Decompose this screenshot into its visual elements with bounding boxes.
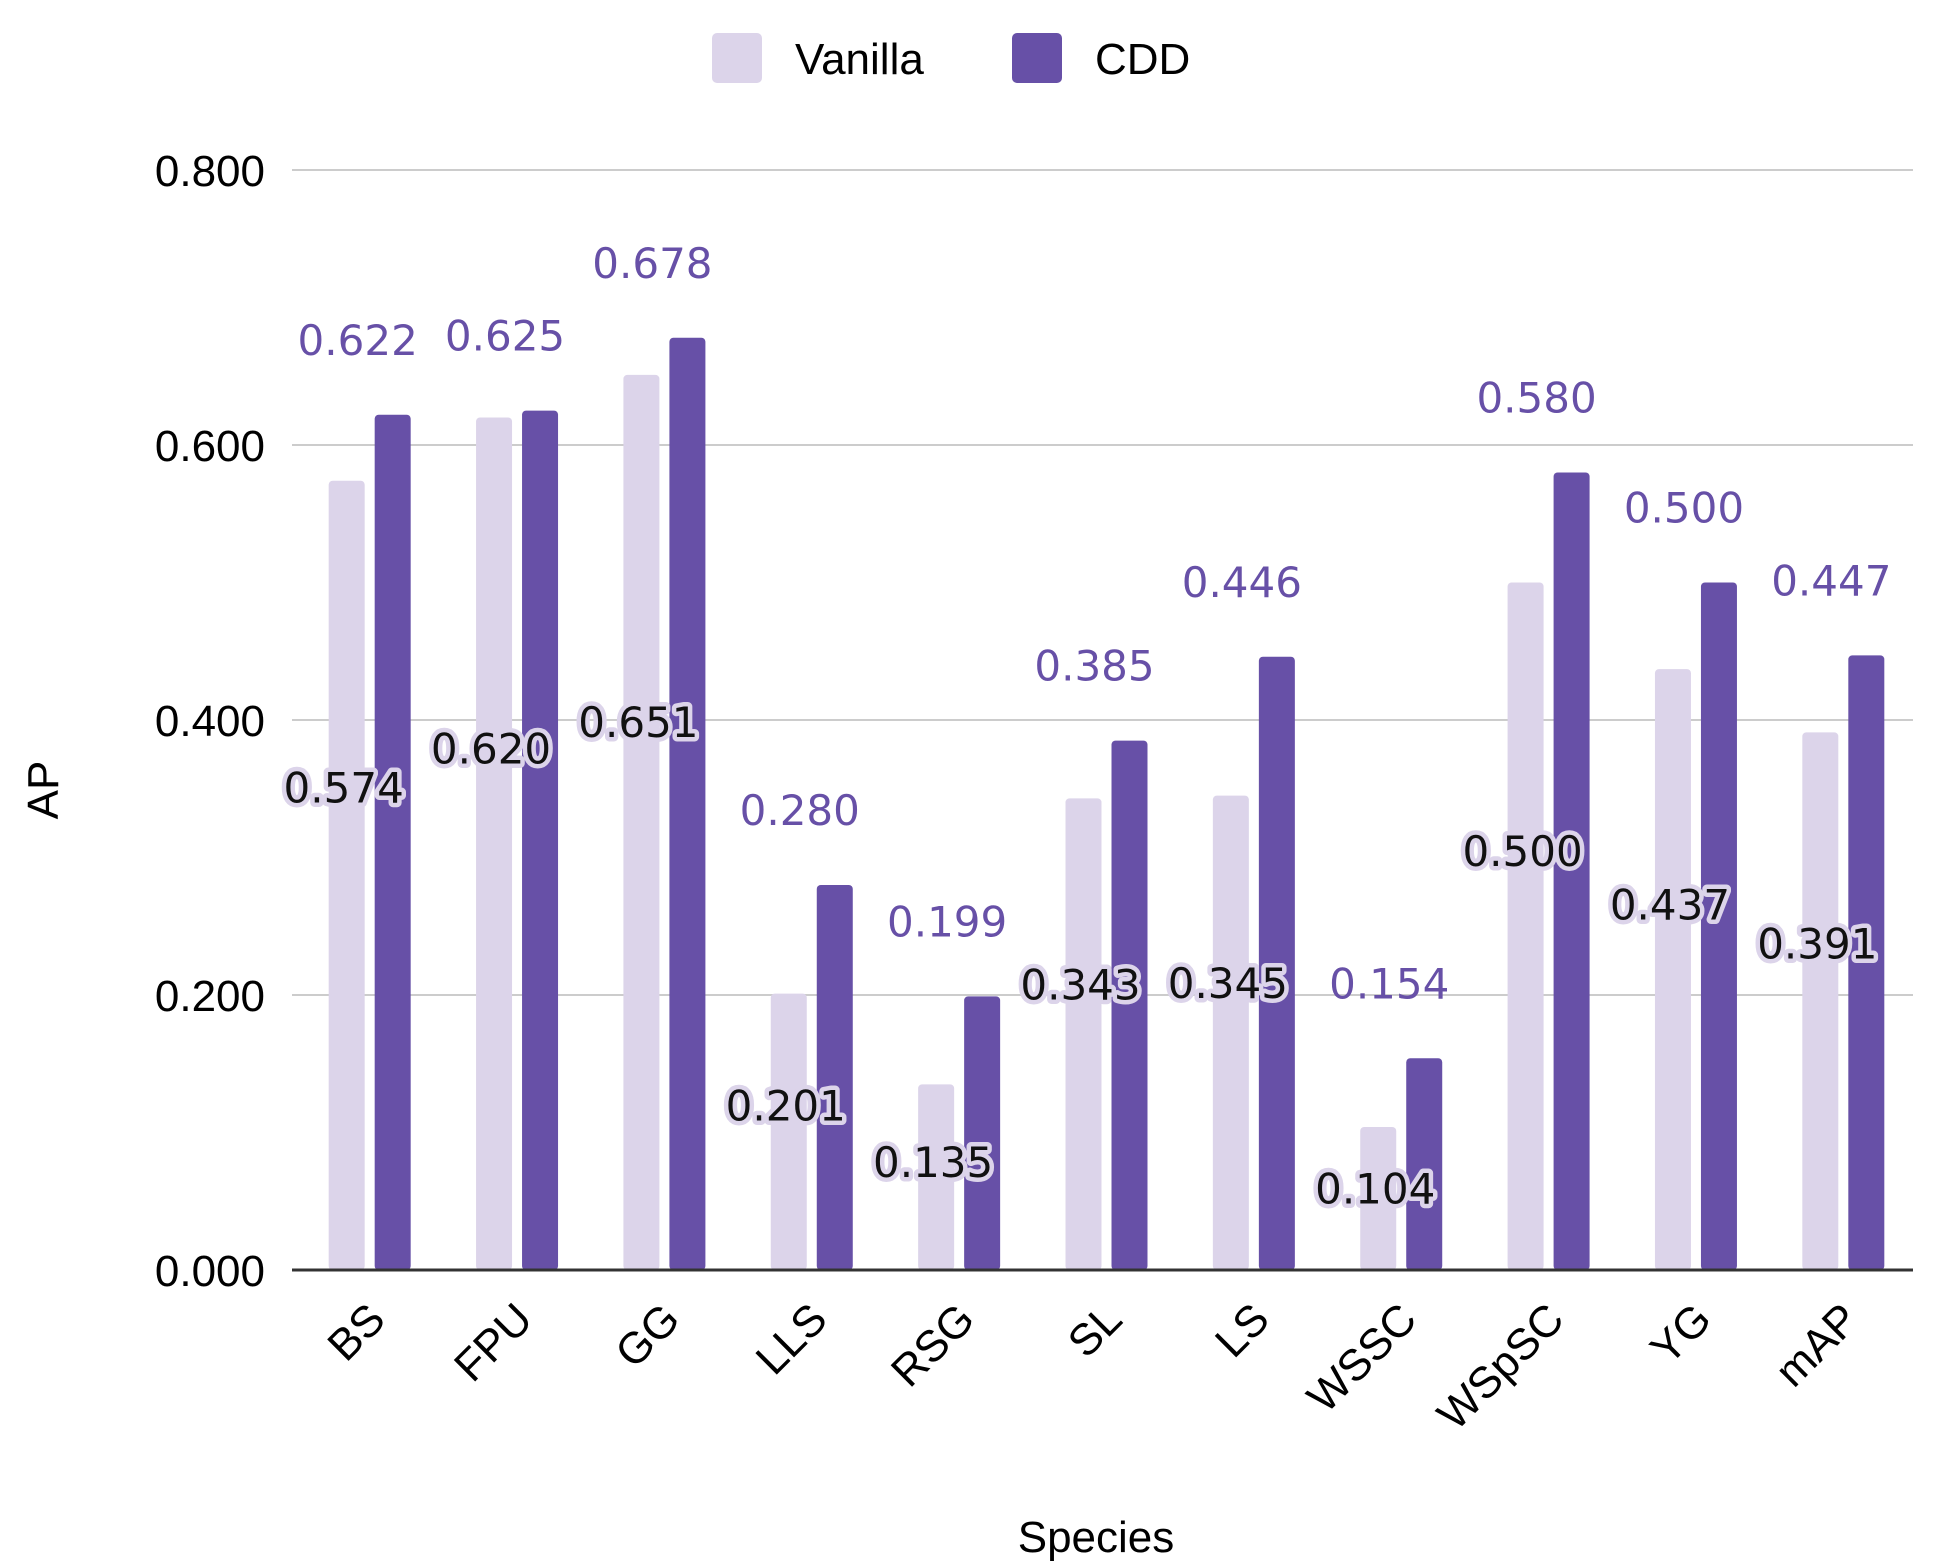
data-label-cdd: 0.622 <box>298 316 418 365</box>
data-label-vanilla: 0.437 <box>1610 880 1730 929</box>
bar-vanilla <box>918 1084 955 1270</box>
x-axis-ticks: BS FPU GG LLS RSG SL LS WSSC WSpSC YG mAP <box>318 1294 1868 1439</box>
bar-cdd <box>1406 1058 1443 1270</box>
bar-cdd <box>816 885 853 1270</box>
data-label-vanilla: 0.574 <box>284 764 404 813</box>
data-labels: 0.622 0.574 0.625 0.620 0.678 0.651 0.280 0.201… <box>279 239 1891 1218</box>
data-label-vanilla: 0.620 <box>431 724 551 773</box>
data-label-cdd: 0.280 <box>740 786 860 835</box>
data-label-vanilla: 0.135 <box>873 1138 993 1187</box>
data-label-vanilla: 0.201 <box>726 1082 846 1131</box>
x-tick-label: RSG <box>882 1294 984 1396</box>
bar-vanilla <box>328 480 365 1270</box>
bar-cdd <box>1700 582 1737 1270</box>
data-label-cdd: 0.447 <box>1771 556 1891 605</box>
legend: Vanilla CDD <box>712 33 1190 84</box>
data-label-vanilla: 0.651 <box>578 698 698 747</box>
x-tick-label: GG <box>606 1294 689 1377</box>
bar-vanilla <box>1654 669 1691 1270</box>
y-axis-ticks: 0.000 0.200 0.400 0.600 0.800 <box>155 147 265 1296</box>
data-label-cdd: 0.580 <box>1476 374 1596 423</box>
data-label-vanilla: 0.500 <box>1462 827 1582 876</box>
bar-vanilla <box>770 993 807 1270</box>
x-tick-label: BS <box>318 1294 394 1370</box>
gridlines <box>292 169 1913 996</box>
y-tick-label: 0.800 <box>155 147 265 196</box>
x-tick-label: SL <box>1059 1294 1132 1367</box>
bars <box>328 337 1885 1270</box>
x-tick-label: LS <box>1206 1294 1279 1367</box>
x-tick-label: YG <box>1641 1294 1721 1374</box>
legend-swatch-cdd <box>1012 33 1062 83</box>
bar-cdd <box>1111 740 1148 1270</box>
x-tick-label: FPU <box>445 1294 542 1391</box>
bar-vanilla <box>1212 795 1249 1270</box>
data-label-cdd: 0.446 <box>1182 558 1302 607</box>
x-tick-label: WSSC <box>1298 1294 1426 1422</box>
x-tick-label: WSpSC <box>1428 1294 1573 1439</box>
y-tick-label: 0.200 <box>155 972 265 1021</box>
data-label-vanilla: 0.345 <box>1168 959 1288 1008</box>
bar-vanilla <box>1507 582 1544 1270</box>
data-label-vanilla: 0.104 <box>1315 1164 1435 1213</box>
data-label-cdd: 0.199 <box>887 897 1007 946</box>
legend-swatch-vanilla <box>712 33 762 83</box>
bar-cdd <box>374 414 411 1270</box>
y-tick-label: 0.400 <box>155 697 265 746</box>
data-label-vanilla: 0.391 <box>1757 920 1877 969</box>
legend-label-cdd: CDD <box>1095 35 1190 84</box>
bar-vanilla <box>1802 732 1839 1270</box>
bar-vanilla <box>476 417 513 1270</box>
bar-cdd <box>522 410 559 1270</box>
bar-cdd <box>1258 656 1295 1270</box>
data-label-cdd: 0.678 <box>592 239 712 288</box>
x-axis-title: Species <box>1018 1513 1175 1562</box>
data-label-cdd: 0.500 <box>1624 484 1744 533</box>
x-tick-label: mAP <box>1766 1294 1868 1396</box>
data-label-cdd: 0.154 <box>1329 959 1449 1008</box>
bar-vanilla <box>1065 798 1102 1270</box>
data-label-cdd: 0.625 <box>445 312 565 361</box>
bar-vanilla <box>623 374 660 1270</box>
legend-label-vanilla: Vanilla <box>795 35 924 84</box>
bar-cdd <box>669 337 706 1270</box>
bar-cdd <box>1553 472 1590 1270</box>
bar-cdd <box>1848 655 1885 1270</box>
y-axis-title: AP <box>19 761 68 820</box>
bar-cdd <box>964 996 1001 1270</box>
bar-vanilla <box>1360 1127 1397 1270</box>
data-label-vanilla: 0.343 <box>1020 961 1140 1010</box>
y-tick-label: 0.000 <box>155 1247 265 1296</box>
y-tick-label: 0.600 <box>155 422 265 471</box>
x-tick-label: LLS <box>747 1294 837 1384</box>
data-label-cdd: 0.385 <box>1034 642 1154 691</box>
